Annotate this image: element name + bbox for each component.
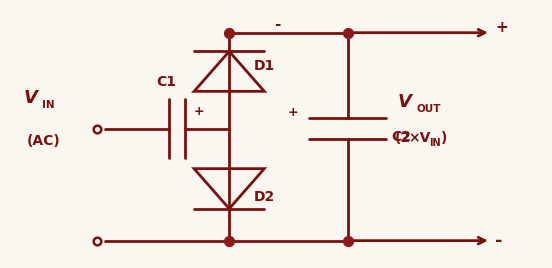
Text: +: + [288,106,298,119]
Point [225,239,233,243]
Text: D1: D1 [254,59,275,73]
Text: +: + [193,105,204,118]
Text: IN: IN [42,100,55,110]
Text: ): ) [441,131,448,145]
Text: -: - [274,17,280,32]
Text: OUT: OUT [416,104,441,114]
Point [343,31,352,35]
Text: V: V [24,89,38,107]
Text: IN: IN [429,137,440,147]
Text: C2: C2 [391,130,412,144]
Text: D2: D2 [254,190,275,204]
Point [343,239,352,243]
Text: (2: (2 [394,131,411,145]
Point [225,31,233,35]
Text: V: V [397,93,411,111]
Text: +: + [495,20,508,35]
Text: C1: C1 [156,75,176,89]
Text: -: - [495,232,503,250]
Text: ×V: ×V [408,131,431,145]
Text: (AC): (AC) [27,134,61,148]
